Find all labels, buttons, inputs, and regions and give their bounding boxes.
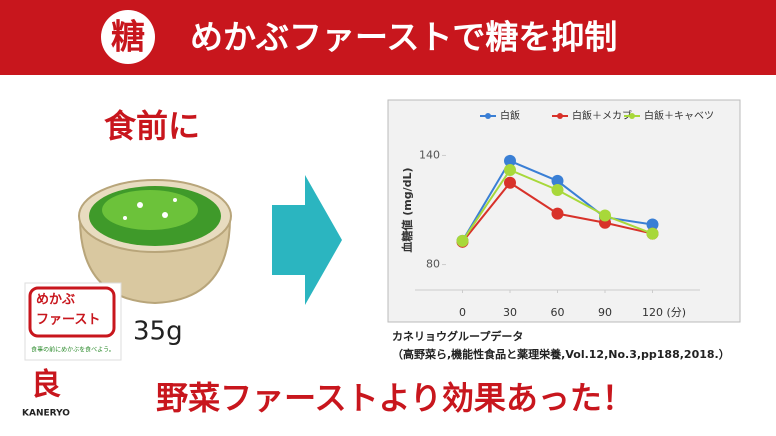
badge-circle	[101, 10, 155, 64]
point	[551, 184, 564, 196]
logo-frame	[28, 286, 116, 338]
caption: 食前に	[104, 107, 200, 145]
badge-text: 糖	[111, 18, 145, 58]
x-tick-label: 120	[642, 306, 663, 319]
source: カネリョウグループデータ	[392, 329, 523, 343]
point	[456, 234, 469, 247]
brand-mark: 良	[31, 368, 61, 403]
legend-dot	[485, 113, 491, 119]
logo-slogan: 食事の前にめかぶを食べよう。	[31, 346, 115, 354]
arrow	[272, 175, 342, 305]
source: （高野菜ら,機能性食品と薬理栄養,Vol.12,No.3,pp188,2018.…	[392, 347, 730, 361]
x-axis-label: (分)	[667, 306, 687, 319]
x-tick-label: 60	[551, 306, 565, 319]
point	[551, 174, 564, 187]
legend-dot	[557, 113, 563, 119]
point	[504, 176, 516, 189]
point	[551, 207, 564, 220]
legend-dot	[629, 113, 635, 119]
x-tick-label: 90	[598, 306, 612, 319]
logo-text: ファースト	[36, 313, 100, 328]
amount: 35g	[133, 317, 183, 347]
point	[646, 218, 659, 231]
point	[504, 164, 516, 176]
point	[646, 227, 659, 240]
chart-frame	[387, 99, 741, 323]
y-axis-label: 血糖値 (mg/dL)	[400, 167, 414, 252]
legend-label: 白飯	[500, 109, 520, 122]
header-title: めかぶファーストで糖を抑制	[190, 18, 617, 57]
bowl-illustration	[78, 179, 232, 305]
y-tick-label: 140	[419, 148, 440, 161]
conclusion: 野菜ファーストより効果あった！	[156, 379, 634, 417]
legend-label: 白飯＋キャベツ	[644, 109, 714, 122]
x-tick-label: 30	[503, 306, 517, 319]
legend-label: 白飯＋メカブ	[572, 109, 632, 122]
logo-text: めかぶ	[36, 293, 75, 308]
point	[599, 209, 611, 222]
brand-name: KANERYO	[22, 409, 70, 419]
x-tick-label: 0	[459, 306, 466, 319]
point	[504, 154, 516, 167]
y-tick-label: 80	[426, 258, 440, 271]
